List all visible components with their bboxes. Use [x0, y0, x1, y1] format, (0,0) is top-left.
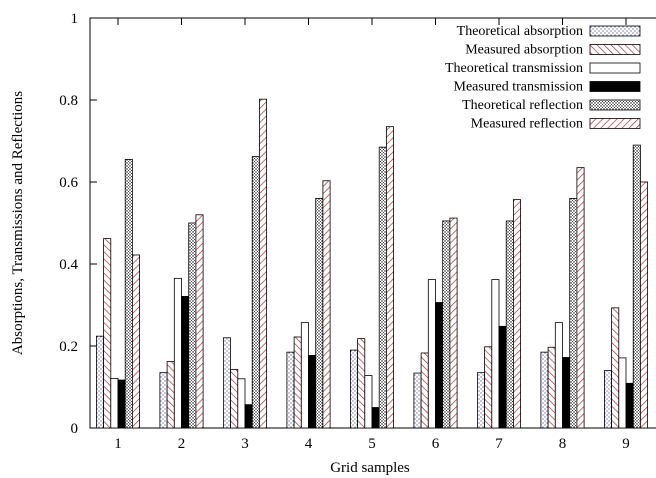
y-axis-title: Absorptions, Transmissions and Reflectio… — [10, 91, 26, 355]
bar-measured-reflection — [449, 217, 458, 429]
bar-group-6 — [413, 217, 458, 429]
bar-theoretical-transmission — [173, 277, 182, 429]
x-tick-label: 1 — [114, 436, 122, 452]
bar-theoretical-transmission — [237, 378, 246, 429]
bar-group-3 — [222, 98, 267, 429]
bar-theoretical-absorption — [96, 335, 105, 429]
bar-theoretical-transmission — [110, 377, 119, 429]
bar-theoretical-absorption — [159, 372, 168, 429]
bar-theoretical-absorption — [540, 351, 549, 429]
x-tick-label: 4 — [305, 436, 313, 452]
bar-group-9 — [604, 144, 649, 429]
bar-measured-absorption — [357, 338, 366, 429]
legend-label: Theoretical reflection — [462, 98, 583, 113]
y-tick-label: 0 — [71, 421, 79, 437]
bar-theoretical-reflection — [505, 220, 514, 429]
bar-measured-reflection — [576, 167, 585, 429]
bar-theoretical-absorption — [349, 349, 358, 429]
bar-group-4 — [286, 180, 331, 429]
bar-theoretical-reflection — [442, 220, 451, 429]
bar-measured-reflection — [640, 181, 649, 429]
bar-measured-reflection — [195, 214, 204, 429]
x-tick-label: 3 — [241, 436, 249, 452]
bar-measured-transmission — [498, 325, 507, 429]
bar-measured-reflection — [258, 98, 267, 429]
bar-theoretical-reflection — [251, 156, 260, 429]
bar-theoretical-transmission — [427, 279, 436, 429]
bar-theoretical-reflection — [188, 222, 197, 429]
bar-measured-transmission — [117, 379, 126, 429]
bar-theoretical-reflection — [632, 144, 641, 429]
bar-measured-transmission — [308, 355, 317, 429]
legend-label: Measured reflection — [471, 117, 583, 132]
legend-label: Measured transmission — [454, 80, 583, 95]
bar-theoretical-reflection — [315, 197, 324, 429]
bar-measured-transmission — [435, 302, 444, 429]
x-tick-label: 8 — [559, 436, 567, 452]
y-tick-label: 0.4 — [59, 257, 78, 273]
y-tick-label: 0.6 — [59, 175, 78, 191]
bar-theoretical-reflection — [378, 146, 387, 429]
bar-measured-reflection — [513, 199, 522, 429]
bar-groups — [96, 98, 649, 429]
bar-theoretical-transmission — [364, 375, 373, 429]
bar-measured-absorption — [484, 346, 493, 429]
y-axis: 0 0.2 0.4 0.6 0.8 1 — [59, 11, 97, 437]
x-tick-label: 9 — [622, 436, 630, 452]
bar-measured-transmission — [562, 357, 571, 429]
bar-group-7 — [476, 199, 522, 429]
bar-measured-transmission — [181, 295, 190, 429]
bar-measured-absorption — [547, 346, 556, 429]
bar-theoretical-absorption — [476, 372, 485, 429]
legend-swatch — [589, 25, 641, 37]
bar-measured-absorption — [103, 238, 112, 429]
bar-theoretical-absorption — [604, 370, 613, 429]
bar-measured-reflection — [385, 126, 394, 429]
bar-measured-absorption — [293, 336, 302, 429]
y-tick-label: 0.8 — [59, 93, 78, 109]
bar-measured-reflection — [131, 254, 140, 429]
bar-theoretical-absorption — [222, 337, 231, 429]
x-tick-label: 7 — [495, 436, 503, 452]
bar-theoretical-transmission — [491, 279, 500, 429]
x-axis-title: Grid samples — [330, 460, 410, 476]
bar-measured-transmission — [625, 382, 634, 429]
bar-measured-absorption — [420, 352, 429, 429]
legend-label: Measured absorption — [465, 43, 583, 58]
legend-label: Theoretical transmission — [445, 61, 583, 76]
bar-measured-absorption — [166, 361, 175, 429]
legend-swatch — [589, 99, 641, 111]
y-tick-label: 0.2 — [59, 339, 78, 355]
legend-swatch — [589, 81, 641, 92]
bar-group-8 — [540, 167, 585, 429]
bar-theoretical-transmission — [618, 357, 627, 429]
legend-swatch — [589, 44, 641, 55]
bar-theoretical-absorption — [413, 372, 422, 429]
bar-group-1 — [96, 159, 140, 429]
bar-measured-transmission — [244, 404, 253, 429]
bar-theoretical-reflection — [569, 197, 578, 429]
bar-measured-transmission — [371, 407, 380, 429]
bar-measured-absorption — [611, 307, 620, 429]
legend: Theoretical absorption Measured absorptio… — [445, 24, 641, 132]
x-tick-label: 5 — [368, 436, 376, 452]
x-tick-label: 2 — [178, 436, 186, 452]
bar-group-2 — [159, 214, 204, 429]
legend-swatch — [589, 62, 641, 74]
bar-theoretical-reflection — [124, 159, 133, 429]
legend-label: Theoretical absorption — [457, 24, 583, 39]
bar-theoretical-transmission — [554, 322, 563, 429]
x-tick-label: 6 — [432, 436, 440, 452]
y-tick-label: 1 — [71, 11, 79, 27]
bar-group-5 — [349, 126, 394, 429]
bar-measured-reflection — [322, 180, 331, 429]
bar-measured-absorption — [230, 368, 239, 429]
legend-swatch — [589, 118, 641, 129]
bar-theoretical-transmission — [300, 322, 309, 429]
bar-theoretical-absorption — [286, 351, 295, 429]
